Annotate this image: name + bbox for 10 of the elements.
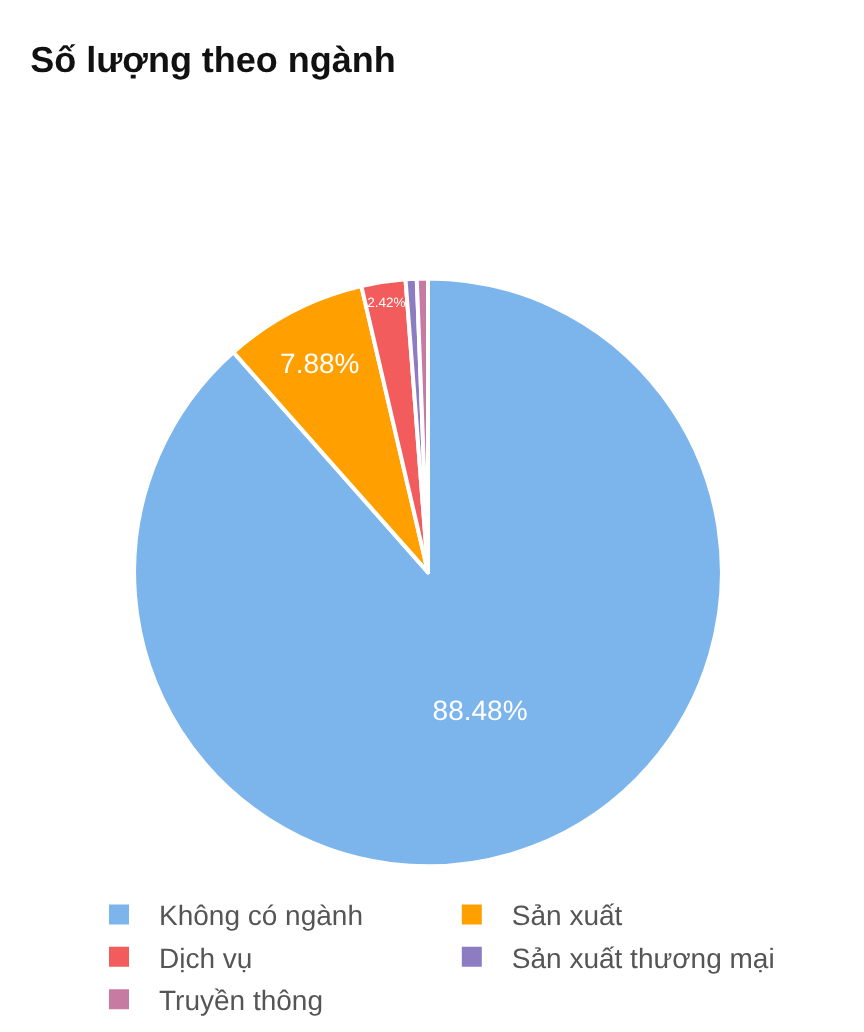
legend-label: Sản xuất thương mại bbox=[511, 941, 775, 974]
legend-label: Truyền thông bbox=[159, 984, 323, 1017]
data-label: 7.88% bbox=[280, 346, 360, 379]
data-label: 88.48% bbox=[432, 693, 528, 726]
chart-title: Số lượng theo ngành bbox=[30, 39, 396, 80]
pie-slice bbox=[132, 276, 724, 869]
legend-label: Sản xuất bbox=[511, 899, 623, 932]
legend-label: Dịch vụ bbox=[159, 941, 253, 974]
pie-slice bbox=[231, 284, 430, 575]
legend-label: Không có ngành bbox=[159, 899, 363, 932]
